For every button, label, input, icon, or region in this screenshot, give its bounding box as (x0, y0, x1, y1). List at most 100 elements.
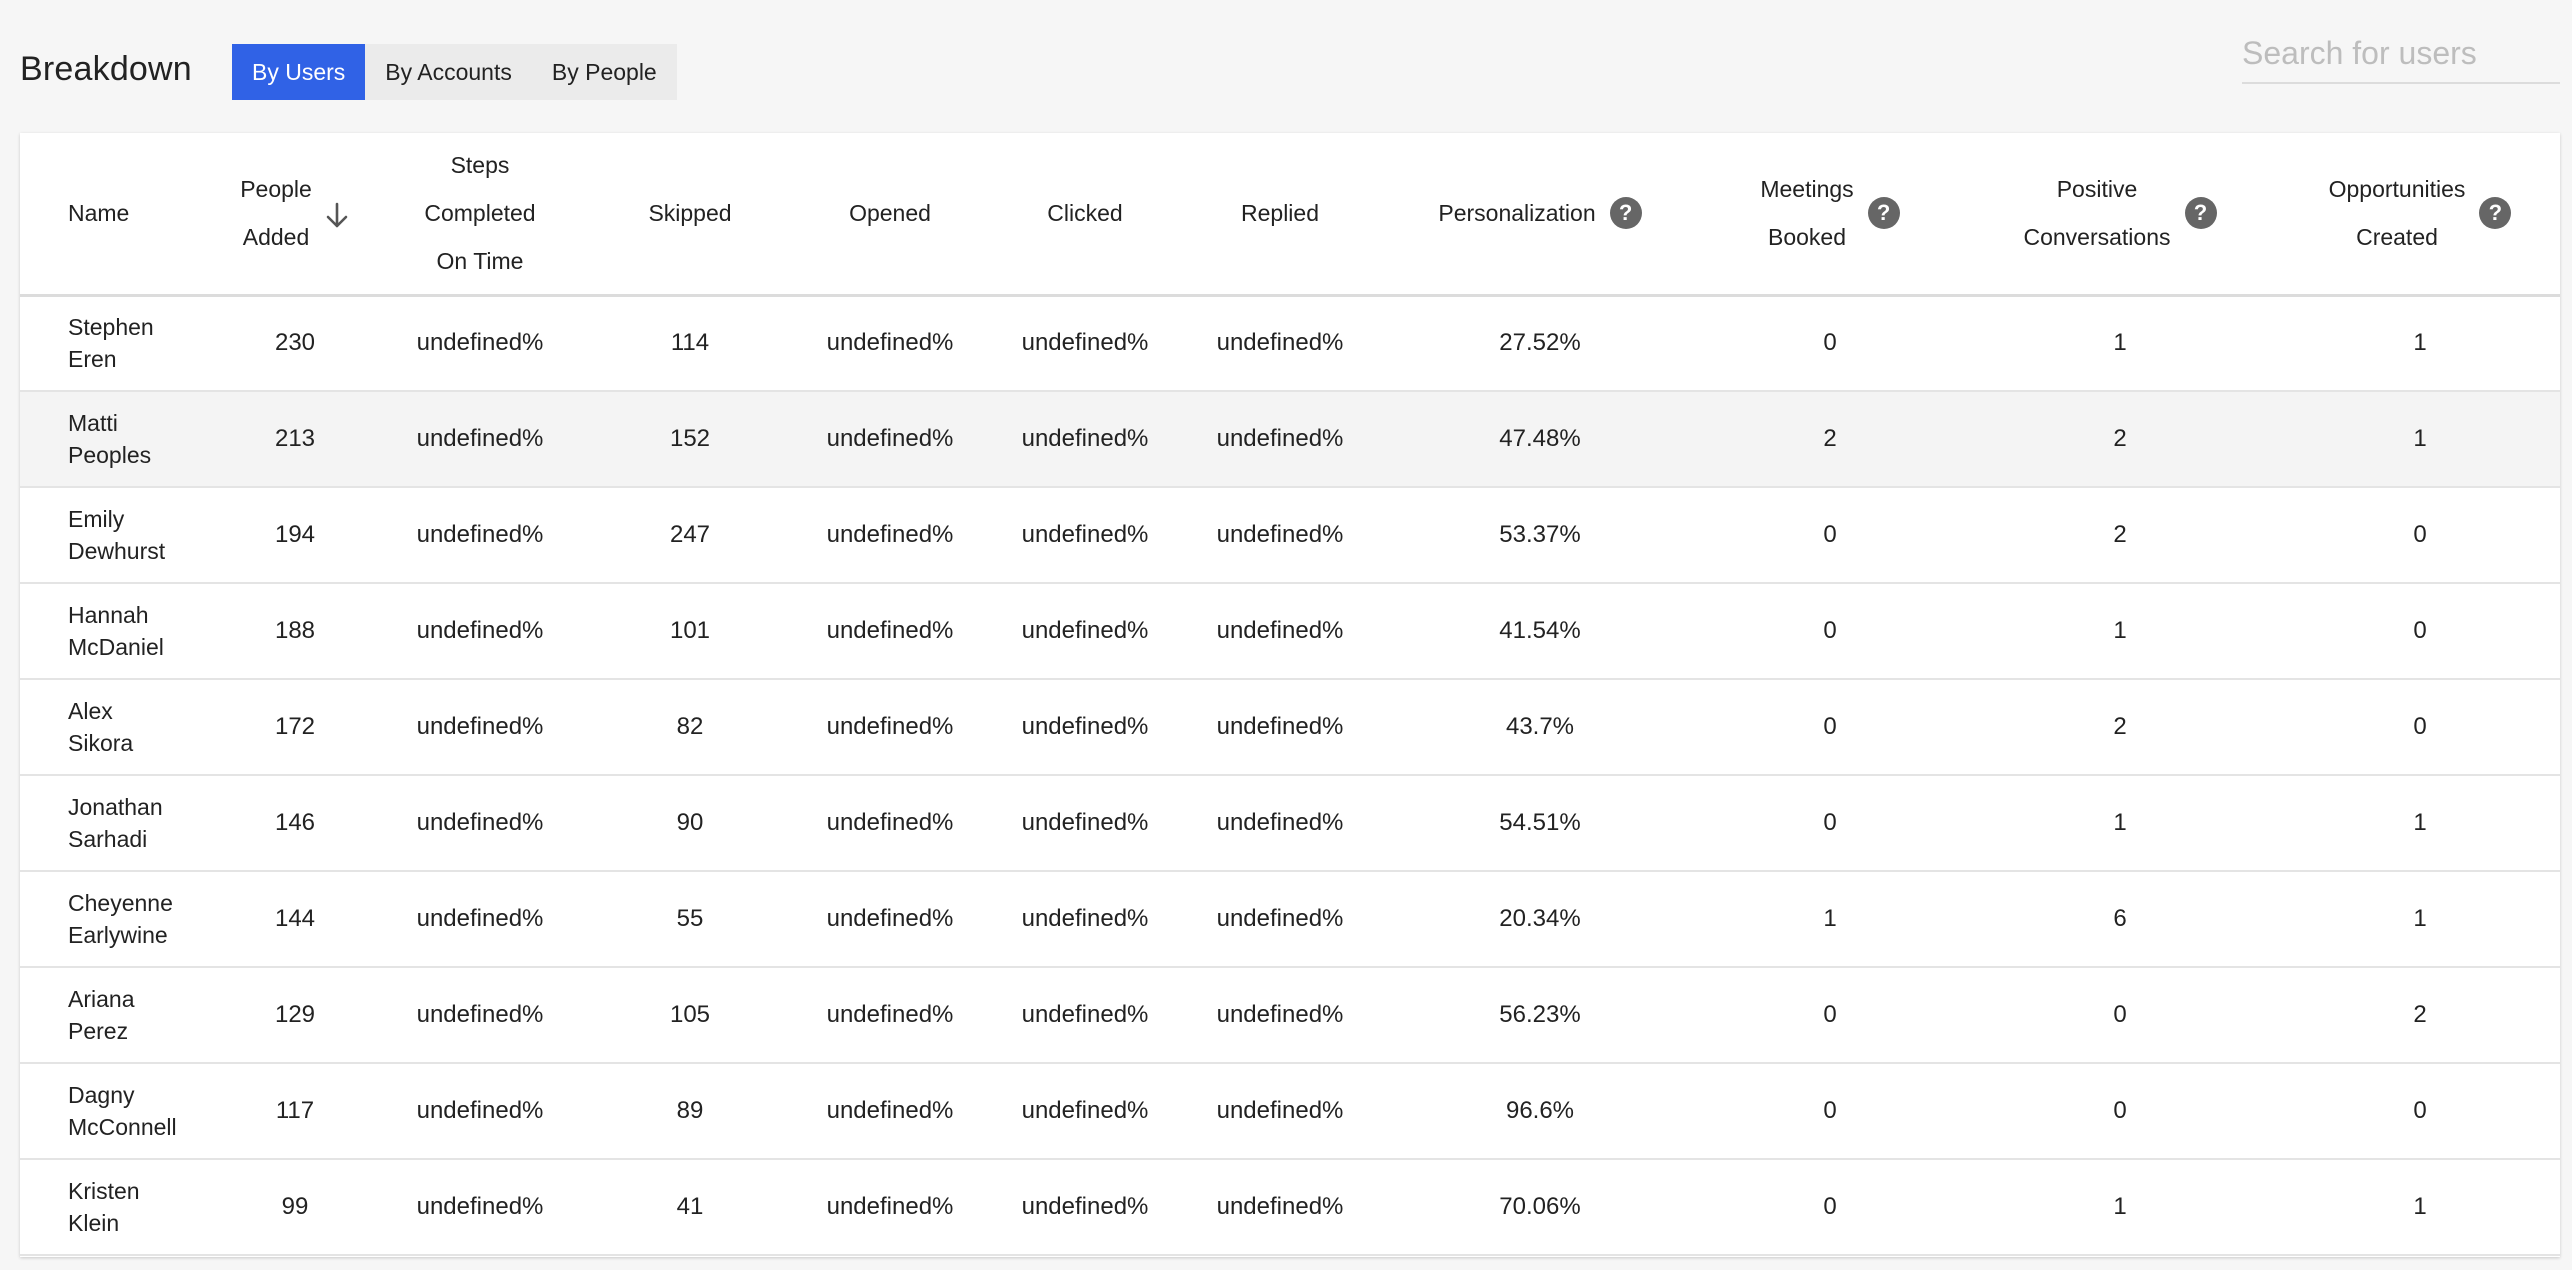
user-last-name: Dewhurst (68, 538, 166, 564)
breakdown-tabs: By Users By Accounts By People (232, 44, 677, 100)
arrow-down-icon[interactable] (324, 201, 350, 231)
column-header-opportunities[interactable]: Opportunities Created? (2280, 133, 2560, 297)
breakdown-table-card: Name People Added Steps Completed On Time Skip… (20, 133, 2560, 1257)
search-users-input[interactable] (2242, 24, 2560, 84)
cell-replied: undefined% (1216, 617, 1344, 644)
help-icon[interactable]: ? (2184, 197, 2217, 230)
tab-by-people[interactable]: By People (551, 59, 657, 85)
cell-people-added: 230 (274, 329, 316, 357)
help-icon[interactable]: ? (2479, 197, 2512, 230)
cell-positive: 6 (2113, 905, 2127, 932)
tab-by-accounts[interactable]: By Accounts (385, 59, 512, 85)
column-header-content: People Added (240, 165, 350, 261)
column-header-label: People Added (240, 165, 312, 261)
breakdown-table: Name People Added Steps Completed On Time Skip… (20, 133, 2560, 1256)
cell-opened: undefined% (826, 1097, 954, 1124)
cell-opened: undefined% (826, 617, 954, 644)
table-row[interactable]: Dagny McConnell 117 undefined% 89 undefined% u… (20, 1063, 2560, 1159)
cell-personalization: 27.52% (1499, 329, 1581, 357)
column-header-content: Positive Conversations? (2023, 165, 2217, 261)
table-row[interactable]: Kristen Klein 99 undefined% 41 undefined% unde… (20, 1159, 2560, 1255)
cell-positive: 1 (2113, 617, 2127, 644)
cell-steps: undefined% (416, 617, 544, 644)
cell-personalization: 41.54% (1499, 617, 1581, 644)
cell-meetings: 0 (1823, 1001, 1837, 1028)
column-header-content: Replied (1241, 189, 1319, 237)
column-header-clicked[interactable]: Clicked (990, 133, 1180, 297)
cell-steps: undefined% (416, 713, 544, 740)
column-header-label-line: Positive (2056, 176, 2138, 203)
cell-opened: undefined% (826, 1001, 954, 1028)
cell-personalization: 53.37% (1499, 521, 1581, 548)
table-row[interactable]: Cheyenne Earlywine 144 undefined% 55 undefine… (20, 871, 2560, 967)
cell-skipped: 82 (676, 713, 704, 740)
cell-opened: undefined% (826, 809, 954, 836)
cell-positive: 0 (2113, 1097, 2127, 1124)
table-row[interactable]: Ariana Perez 129 undefined% 105 undefined% und… (20, 967, 2560, 1063)
table-row[interactable]: Jonathan Sarhadi 146 undefined% 90 undefined%… (20, 775, 2560, 871)
cell-clicked: undefined% (1021, 905, 1149, 932)
page-title: Breakdown (20, 50, 192, 88)
column-header-people-added[interactable]: People Added (220, 133, 370, 297)
user-last-name: Sarhadi (68, 826, 148, 852)
column-header-positive[interactable]: Positive Conversations? (1960, 133, 2280, 297)
column-header-meetings[interactable]: Meetings Booked? (1700, 133, 1960, 297)
cell-skipped: 89 (676, 1097, 704, 1124)
cell-people-added: 129 (274, 1001, 316, 1028)
cell-opportunities: 0 (2413, 713, 2427, 740)
cell-opportunities: 0 (2413, 617, 2427, 644)
tab-by-users[interactable]: By Users (232, 44, 366, 100)
cell-opportunities: 1 (2413, 329, 2427, 357)
cell-user-name: Kristen Klein (20, 1159, 220, 1255)
cell-replied: undefined% (1216, 1193, 1344, 1220)
column-header-label-line: Created (2356, 224, 2438, 251)
help-icon[interactable]: ? (1867, 197, 1900, 230)
cell-replied: undefined% (1216, 1001, 1344, 1028)
cell-steps: undefined% (416, 905, 544, 932)
table-row[interactable]: Hannah McDaniel 188 undefined% 101 undefined%… (20, 583, 2560, 679)
cell-positive: 1 (2113, 1193, 2127, 1220)
user-last-name: Klein (68, 1210, 120, 1236)
cell-people-added: 188 (274, 617, 316, 644)
cell-people-added: 172 (274, 713, 316, 740)
user-last-name: Eren (68, 346, 117, 373)
column-header-opened[interactable]: Opened (790, 133, 990, 297)
help-icon[interactable]: ? (1609, 197, 1642, 230)
cell-user-name: Ariana Perez (20, 967, 220, 1063)
column-header-label: Skipped (648, 189, 731, 237)
table-body: Stephen Eren 230 undefined% 114 undefined% und… (20, 295, 2560, 1255)
table-row[interactable]: Alex Sikora 172 undefined% 82 undefined% undef… (20, 679, 2560, 775)
column-header-label-line: Clicked (1047, 200, 1123, 227)
column-header-label-line: Added (242, 224, 310, 251)
cell-opportunities: 2 (2413, 1001, 2427, 1028)
cell-replied: undefined% (1216, 809, 1344, 836)
user-first-name: Stephen (68, 314, 154, 341)
cell-opened: undefined% (826, 425, 954, 452)
cell-skipped: 41 (676, 1193, 704, 1220)
column-header-steps[interactable]: Steps Completed On Time (370, 133, 590, 297)
cell-skipped: 105 (669, 1001, 711, 1028)
column-header-label-line: Meetings (1760, 176, 1854, 203)
cell-steps: undefined% (416, 329, 544, 357)
table-row[interactable]: Matti Peoples 213 undefined% 152 undefined% un… (20, 391, 2560, 487)
table-header-row: Name People Added Steps Completed On Time Skip… (20, 133, 2560, 297)
cell-skipped: 55 (676, 905, 704, 932)
cell-opened: undefined% (826, 905, 954, 932)
column-header-personalization[interactable]: Personalization? (1380, 133, 1700, 297)
cell-meetings: 0 (1823, 617, 1837, 644)
user-last-name: McConnell (68, 1114, 177, 1140)
cell-steps: undefined% (416, 521, 544, 548)
cell-user-name: Dagny McConnell (20, 1063, 220, 1159)
user-first-name: Hannah (68, 602, 149, 628)
cell-clicked: undefined% (1021, 617, 1149, 644)
cell-meetings: 0 (1823, 1097, 1837, 1124)
column-header-skipped[interactable]: Skipped (590, 133, 790, 297)
cell-positive: 0 (2113, 1001, 2127, 1028)
column-header-name[interactable]: Name (20, 133, 220, 297)
table-row[interactable]: Emily Dewhurst 194 undefined% 247 undefined% u… (20, 487, 2560, 583)
cell-personalization: 43.7% (1505, 713, 1575, 740)
cell-positive: 1 (2113, 809, 2127, 836)
user-last-name: Sikora (68, 730, 134, 756)
column-header-replied[interactable]: Replied (1180, 133, 1380, 297)
table-row[interactable]: Stephen Eren 230 undefined% 114 undefined% und… (20, 295, 2560, 391)
